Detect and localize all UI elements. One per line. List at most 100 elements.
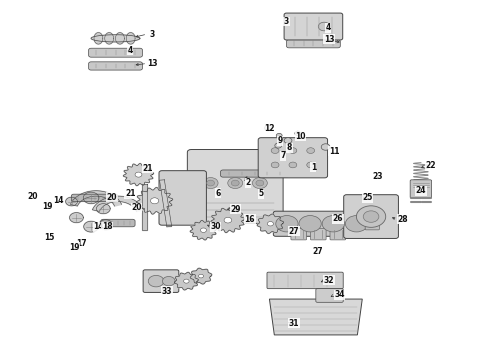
Circle shape xyxy=(299,216,321,232)
Text: 13: 13 xyxy=(324,35,334,44)
Circle shape xyxy=(275,143,282,148)
Polygon shape xyxy=(211,208,245,233)
Polygon shape xyxy=(97,204,110,214)
Circle shape xyxy=(203,177,218,189)
Text: 21: 21 xyxy=(125,189,135,198)
Polygon shape xyxy=(190,220,217,240)
FancyBboxPatch shape xyxy=(365,218,379,230)
Text: 14: 14 xyxy=(93,222,104,231)
Text: 9: 9 xyxy=(277,136,283,145)
Polygon shape xyxy=(83,192,99,204)
FancyBboxPatch shape xyxy=(89,48,143,57)
Text: 12: 12 xyxy=(264,123,275,132)
Text: 4: 4 xyxy=(325,23,331,32)
Text: 33: 33 xyxy=(162,287,172,296)
FancyBboxPatch shape xyxy=(159,171,206,225)
Polygon shape xyxy=(84,221,98,232)
Text: 21: 21 xyxy=(142,164,152,173)
Text: 3: 3 xyxy=(149,30,155,39)
Text: 3: 3 xyxy=(284,17,289,26)
Text: 24: 24 xyxy=(416,186,426,195)
Polygon shape xyxy=(105,33,114,44)
Circle shape xyxy=(276,134,282,138)
Text: 15: 15 xyxy=(45,233,55,242)
Circle shape xyxy=(148,275,164,287)
Polygon shape xyxy=(94,33,103,44)
Circle shape xyxy=(318,22,330,31)
Polygon shape xyxy=(174,272,198,290)
Text: 28: 28 xyxy=(397,215,408,224)
Polygon shape xyxy=(93,196,144,211)
FancyBboxPatch shape xyxy=(89,62,143,70)
FancyBboxPatch shape xyxy=(291,228,307,240)
Text: 11: 11 xyxy=(329,147,339,156)
Circle shape xyxy=(307,148,315,153)
Polygon shape xyxy=(143,184,147,230)
Text: 26: 26 xyxy=(333,214,343,223)
Text: 6: 6 xyxy=(216,189,221,198)
Circle shape xyxy=(307,162,315,168)
Circle shape xyxy=(150,198,159,204)
Polygon shape xyxy=(136,188,173,214)
Circle shape xyxy=(224,217,232,223)
Circle shape xyxy=(256,180,264,186)
Polygon shape xyxy=(66,197,77,206)
Circle shape xyxy=(135,172,142,177)
Circle shape xyxy=(162,276,175,286)
Text: 8: 8 xyxy=(287,143,292,152)
Circle shape xyxy=(289,148,297,153)
FancyBboxPatch shape xyxy=(143,270,179,292)
Text: 20: 20 xyxy=(27,192,38,201)
Text: 7: 7 xyxy=(280,152,286,161)
Text: 25: 25 xyxy=(362,193,372,202)
Polygon shape xyxy=(99,220,113,230)
FancyBboxPatch shape xyxy=(273,211,371,236)
Circle shape xyxy=(284,138,292,143)
Polygon shape xyxy=(71,191,122,206)
Circle shape xyxy=(356,206,386,227)
FancyBboxPatch shape xyxy=(258,138,328,178)
Text: 20: 20 xyxy=(131,203,142,212)
FancyBboxPatch shape xyxy=(330,228,345,240)
Text: 23: 23 xyxy=(373,172,383,181)
FancyBboxPatch shape xyxy=(187,149,283,224)
Text: 30: 30 xyxy=(210,222,221,231)
Polygon shape xyxy=(126,33,135,44)
Polygon shape xyxy=(70,213,83,223)
Circle shape xyxy=(184,279,189,283)
Circle shape xyxy=(363,211,379,222)
Text: 32: 32 xyxy=(324,276,334,285)
FancyBboxPatch shape xyxy=(311,228,326,240)
FancyBboxPatch shape xyxy=(267,272,343,289)
Text: 34: 34 xyxy=(334,290,344,299)
Text: 10: 10 xyxy=(295,132,305,141)
Text: 14: 14 xyxy=(53,196,64,205)
Text: 18: 18 xyxy=(102,222,113,231)
Circle shape xyxy=(265,125,272,131)
Polygon shape xyxy=(190,268,212,284)
Circle shape xyxy=(322,216,344,232)
Circle shape xyxy=(228,177,243,189)
Circle shape xyxy=(198,274,203,278)
FancyBboxPatch shape xyxy=(101,219,135,227)
FancyBboxPatch shape xyxy=(343,195,398,238)
Text: 16: 16 xyxy=(245,215,255,224)
Text: 27: 27 xyxy=(289,227,299,236)
Text: 19: 19 xyxy=(42,202,53,211)
Text: 27: 27 xyxy=(312,247,322,256)
Circle shape xyxy=(295,131,301,135)
Text: 20: 20 xyxy=(107,193,117,202)
FancyBboxPatch shape xyxy=(316,289,343,302)
Circle shape xyxy=(268,221,273,226)
Circle shape xyxy=(271,148,279,153)
Text: 17: 17 xyxy=(76,239,87,248)
Text: 4: 4 xyxy=(127,46,133,55)
Polygon shape xyxy=(270,299,362,335)
Polygon shape xyxy=(123,163,154,186)
Polygon shape xyxy=(91,35,140,42)
Circle shape xyxy=(200,228,206,233)
Text: 2: 2 xyxy=(245,178,250,187)
Circle shape xyxy=(207,180,215,186)
Text: 13: 13 xyxy=(147,59,157,68)
Circle shape xyxy=(276,216,298,232)
